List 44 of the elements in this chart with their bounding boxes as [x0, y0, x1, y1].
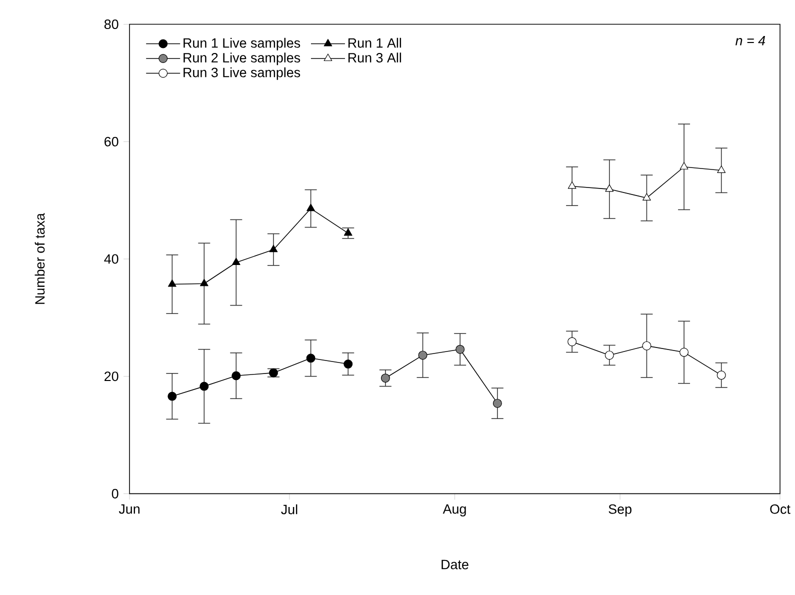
point: [605, 184, 614, 192]
annotation: n = 4: [736, 36, 766, 46]
point: [604, 350, 614, 360]
point: [380, 374, 390, 383]
x-tick-label: Jun: [118, 504, 140, 514]
point: [568, 181, 576, 189]
point: [418, 350, 428, 360]
point: [268, 368, 278, 378]
x-tick-label: Aug: [442, 504, 466, 516]
y-tick-label: 0: [112, 488, 118, 498]
point: [344, 360, 353, 369]
x-tick-label: Jul: [281, 504, 298, 514]
point: [232, 371, 241, 380]
point: [680, 348, 689, 357]
x-tick-label: Oct: [770, 504, 790, 514]
legend-label: Run 2 Live samples: [184, 52, 300, 66]
point: [200, 278, 208, 286]
legend-label: Run 3 All: [348, 52, 402, 62]
legend-label: Run 1 Live samples: [184, 38, 300, 50]
point: [717, 166, 726, 173]
point: [568, 337, 577, 346]
point: [168, 392, 177, 401]
y-axis-title: Number of taxa: [34, 213, 45, 304]
point: [168, 279, 176, 287]
x-axis-title: Date: [442, 560, 468, 570]
point: [200, 382, 209, 391]
point: [680, 162, 688, 170]
y-tick-label: 20: [104, 372, 118, 382]
point: [642, 193, 651, 201]
point: [344, 228, 352, 236]
point: [232, 258, 240, 266]
point: [642, 341, 652, 350]
point: [492, 398, 502, 408]
point: [456, 344, 465, 354]
point: [306, 204, 315, 212]
legend-label: Run 3 Live samples: [184, 67, 300, 80]
point: [716, 370, 726, 380]
legend-label: Run 1 All: [348, 38, 402, 48]
point: [269, 244, 278, 252]
point: [306, 354, 316, 363]
y-tick-label: 40: [104, 254, 118, 264]
x-tick-label: Sep: [608, 504, 632, 517]
y-tick-label: 80: [104, 20, 118, 30]
y-tick-label: 60: [104, 136, 118, 146]
